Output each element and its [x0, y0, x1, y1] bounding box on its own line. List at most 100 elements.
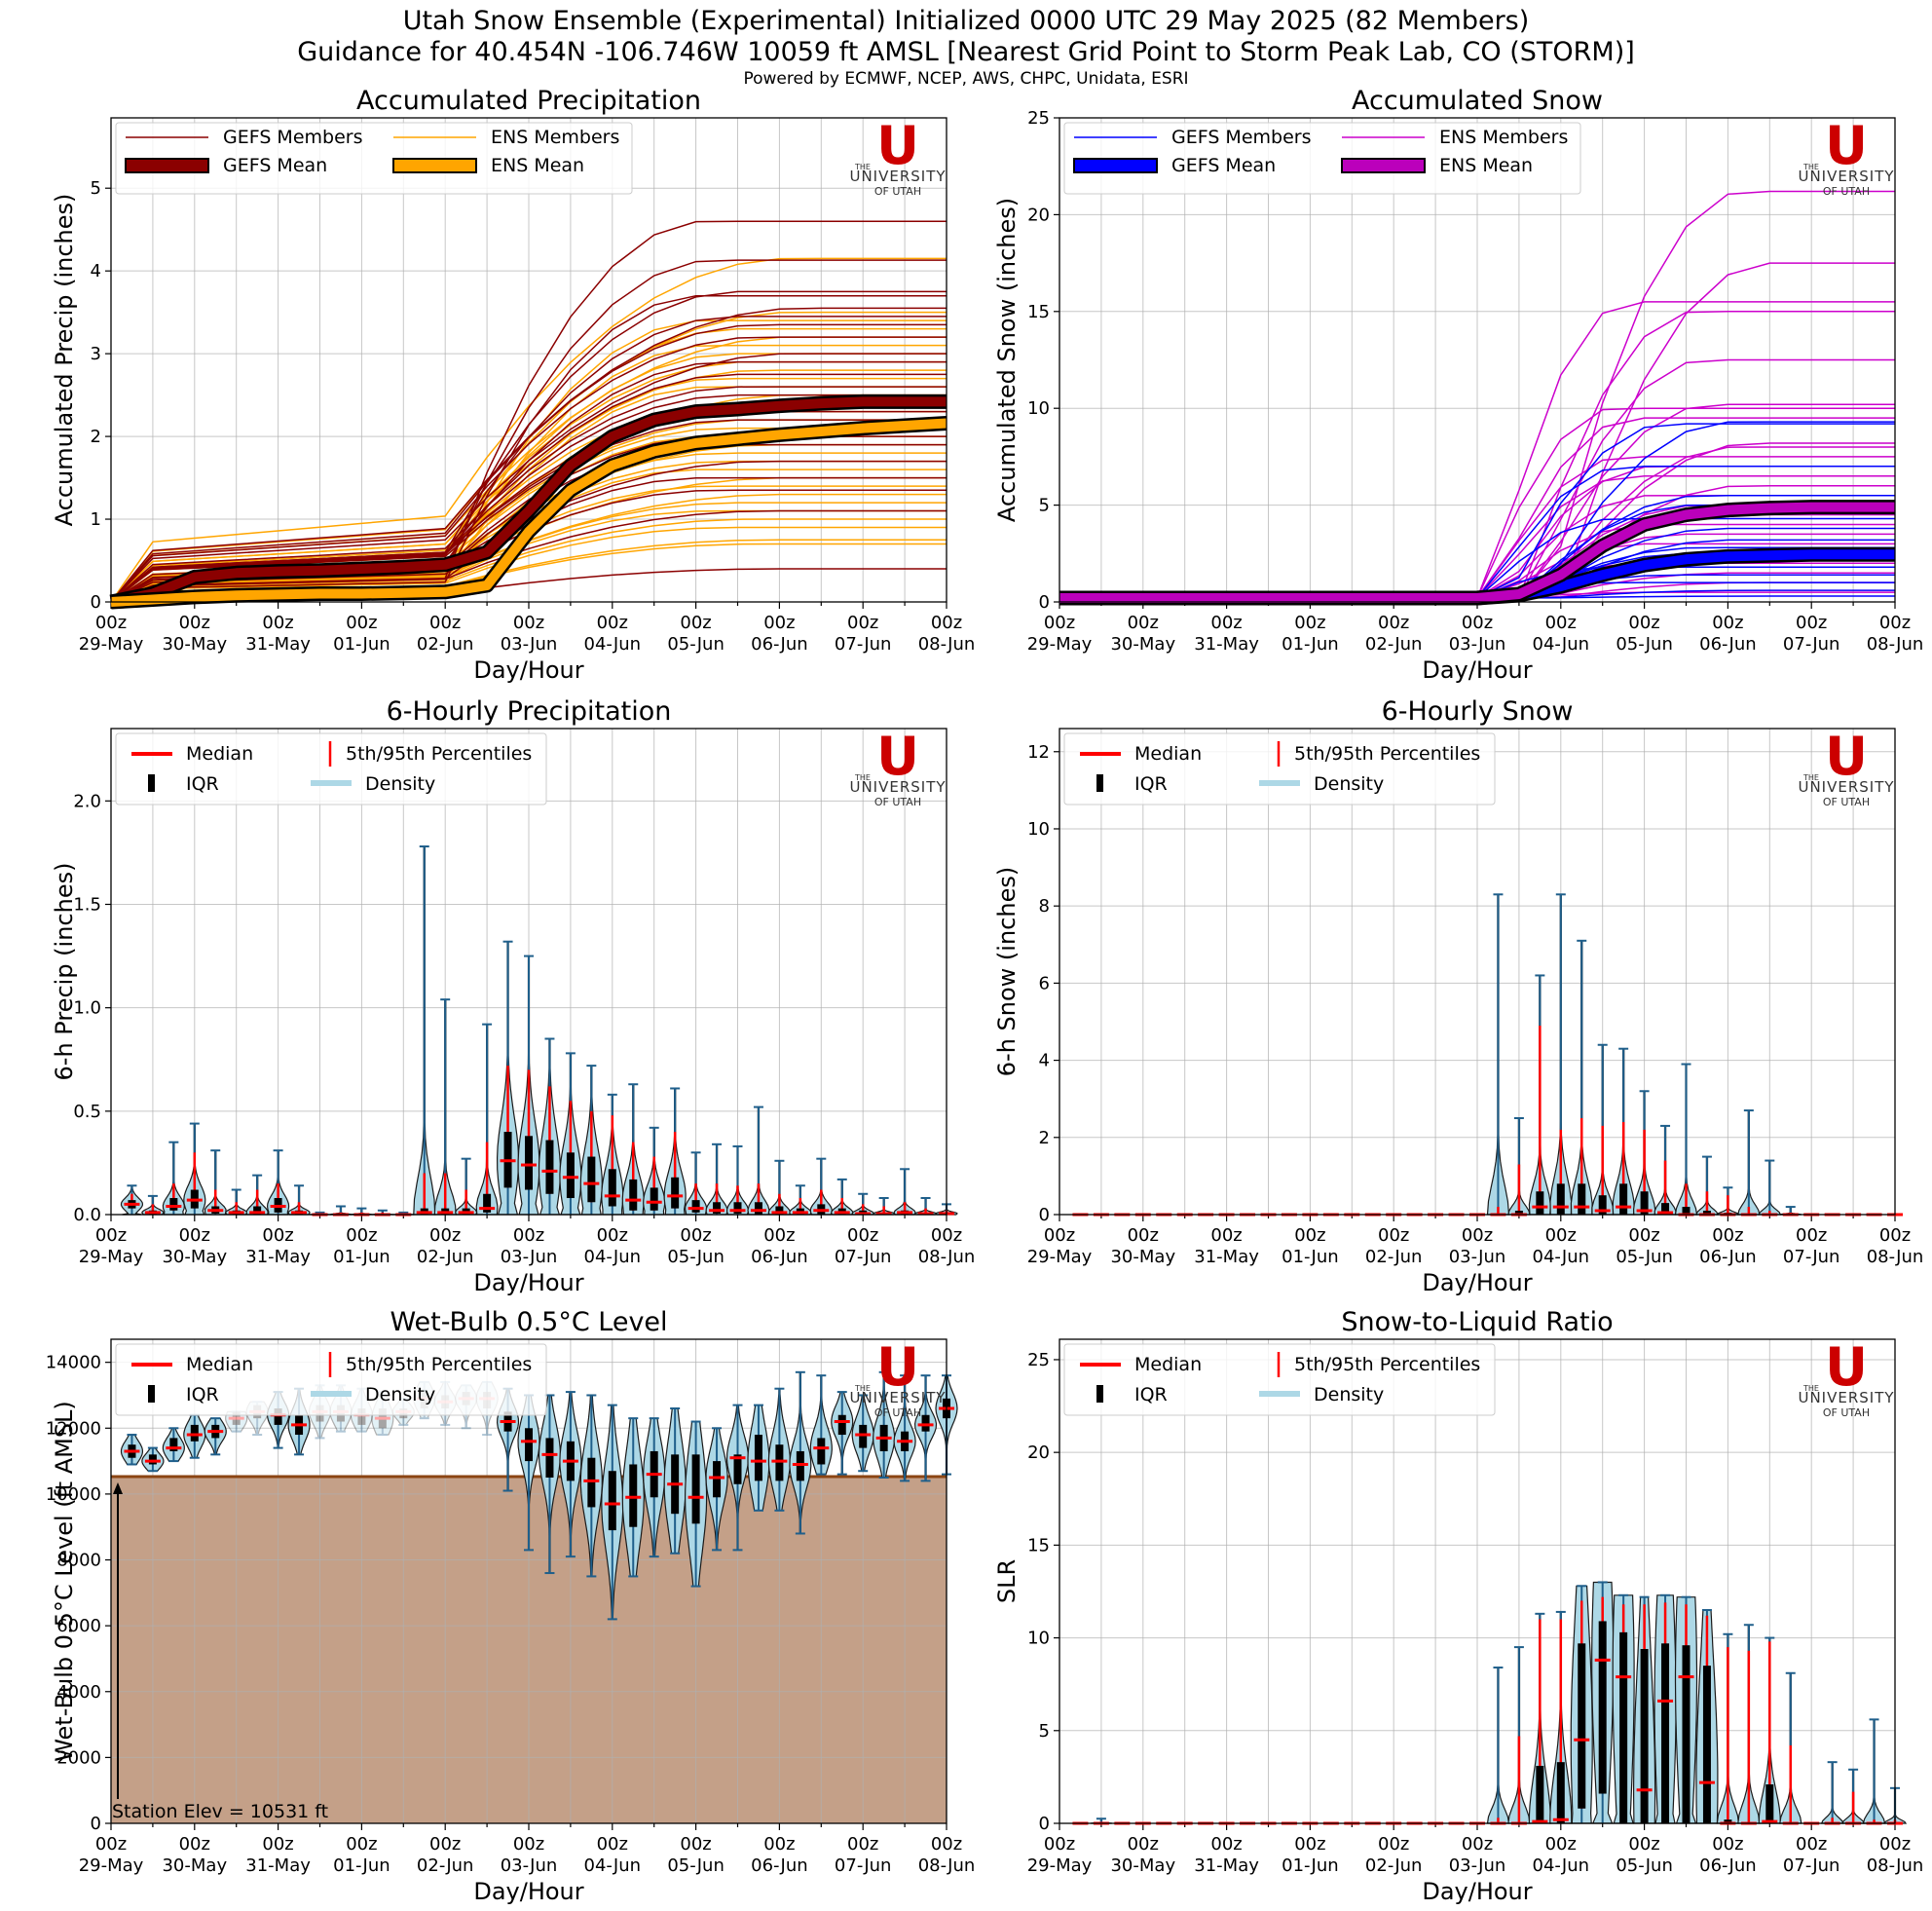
violin [517, 955, 540, 1216]
logo-text-of-utah: OF UTAH [1823, 796, 1870, 808]
y-tick-label: 0 [1039, 1814, 1050, 1834]
x-tick-label-date: 02-Jun [1365, 1247, 1423, 1267]
legend-entry: 5th/95th Percentiles [1277, 1352, 1480, 1377]
x-tick-label-hour: 00z [1545, 1225, 1577, 1246]
violin [643, 1417, 666, 1558]
x-tick-label-date: 01-Jun [1282, 634, 1339, 655]
legend: GEFS Members ENS Members GEFS Mean ENS Mean [115, 122, 633, 195]
violin [1779, 1206, 1802, 1217]
x-tick-label-hour: 00z [597, 1834, 628, 1855]
legend: GEFS Members ENS Members GEFS Mean ENS Mean [1063, 122, 1581, 195]
x-tick-label-hour: 00z [1294, 1225, 1325, 1246]
x-tick-label-hour: 00z [1210, 1834, 1242, 1855]
y-tick-label: 4 [91, 261, 101, 281]
violin [579, 1065, 603, 1216]
violin [120, 1184, 143, 1216]
violin [517, 1394, 540, 1552]
x-tick-label-date: 05-Jun [1616, 634, 1673, 655]
x-tick-label-date: 04-Jun [1533, 1247, 1590, 1267]
violin [1591, 1043, 1615, 1216]
violin [601, 1093, 624, 1216]
x-tick-label-date: 29-May [1027, 1247, 1093, 1267]
logo-text-of-utah: OF UTAH [874, 1406, 921, 1419]
logo-text-university: UNIVERSITY [849, 1389, 946, 1406]
logo-text-of-utah: OF UTAH [874, 796, 921, 808]
x-tick-label-date: 06-Jun [1699, 1247, 1757, 1267]
x-tick-label-hour: 00z [1879, 613, 1911, 633]
iqr-box [587, 1156, 596, 1203]
logo-text-university: UNIVERSITY [1798, 1389, 1894, 1406]
x-tick-label-hour: 00z [1462, 1834, 1493, 1855]
x-tick-label-hour: 00z [95, 613, 127, 633]
violin [1528, 974, 1551, 1216]
violin [1716, 1632, 1740, 1825]
y-tick-label: 2 [1039, 1128, 1050, 1148]
legend-swatch [1073, 158, 1158, 173]
violin [831, 1391, 854, 1476]
y-tick-label: 15 [1027, 1535, 1050, 1555]
x-axis-label: Day/Hour [1422, 656, 1532, 684]
x-tick-label-date: 04-Jun [584, 634, 642, 655]
x-tick-label-hour: 00z [763, 613, 795, 633]
x-tick-label-hour: 00z [763, 1834, 795, 1855]
member-line [110, 393, 947, 603]
x-tick-label-date: 08-Jun [918, 1855, 976, 1876]
x-tick-label-hour: 00z [1712, 613, 1743, 633]
y-axis-label: Accumulated Precip (inches) [51, 194, 78, 527]
plot-frame [1059, 1338, 1896, 1824]
plot-frame [1059, 117, 1896, 603]
x-tick-label-date: 05-Jun [667, 634, 724, 655]
iqr-box [525, 1136, 533, 1190]
x-tick-label-hour: 00z [262, 1834, 293, 1855]
iqr-box [232, 1411, 241, 1425]
y-tick-label: 25 [1027, 108, 1050, 129]
iqr-box [775, 1206, 784, 1215]
iqr-box [671, 1177, 680, 1209]
x-tick-label-hour: 00z [1545, 613, 1577, 633]
x-tick-label-hour: 00z [931, 613, 962, 633]
panel-title: Snow-to-Liquid Ratio [1341, 1307, 1613, 1337]
x-tick-label-date: 29-May [79, 634, 144, 655]
y-tick-label: 12000 [46, 1418, 101, 1439]
logo-text-the: THE [1802, 163, 1819, 171]
x-tick-label-hour: 00z [179, 1834, 210, 1855]
x-tick-label-date: 04-Jun [1533, 634, 1590, 655]
x-tick-label-date: 02-Jun [417, 1855, 474, 1876]
plot-frame [110, 728, 947, 1216]
member-line [110, 336, 947, 603]
violin [204, 1149, 227, 1216]
violin [1549, 1610, 1573, 1824]
iqr-box [378, 1408, 387, 1429]
iqr-box [274, 1408, 282, 1425]
x-tick-label-hour: 00z [1378, 1834, 1409, 1855]
panel-6: Snow-to-Liquid RatioSLR051015202500z29-M… [993, 1307, 1923, 1905]
iqr-box [169, 1198, 178, 1211]
x-tick-label-hour: 00z [1044, 613, 1075, 633]
iqr-box [1702, 1666, 1711, 1823]
gefs-mean-line [110, 396, 947, 607]
violin [1507, 1646, 1531, 1825]
violin [851, 1192, 874, 1216]
panel-title: Accumulated Snow [1352, 86, 1603, 116]
y-tick-label: 4 [1039, 1051, 1050, 1071]
x-tick-label-hour: 00z [95, 1834, 127, 1855]
legend-label: Density [1314, 773, 1384, 795]
x-tick-label-date: 01-Jun [333, 1855, 390, 1876]
y-tick-label: 5 [1039, 1721, 1050, 1742]
plot-frame [110, 1338, 947, 1824]
violin [1612, 1593, 1635, 1824]
violin [351, 1207, 373, 1217]
violin [914, 1197, 937, 1216]
y-tick-label: 6 [1039, 973, 1050, 993]
y-tick-label: 5 [91, 178, 101, 199]
legend-entry: Median [131, 743, 253, 765]
legend-entry: ENS Mean [1341, 155, 1533, 176]
legend-label: IQR [186, 773, 219, 795]
violin [579, 1394, 603, 1578]
iqr-box [859, 1424, 868, 1448]
violin [1570, 939, 1593, 1216]
